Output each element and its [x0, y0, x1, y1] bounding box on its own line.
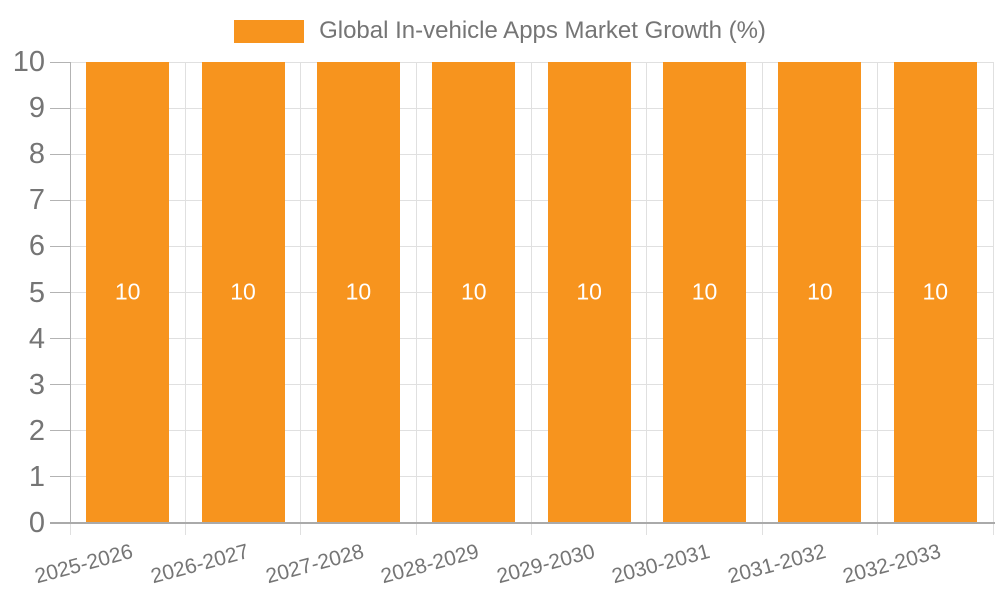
y-tick [50, 245, 70, 247]
bar: 10 [316, 62, 400, 523]
v-gridline [992, 62, 994, 523]
v-gridline [69, 62, 71, 523]
bar: 10 [201, 62, 285, 523]
y-axis-label: 6 [28, 230, 45, 263]
y-axis-label: 3 [28, 368, 45, 401]
bar-value-label: 10 [691, 277, 718, 304]
bar-value-label: 10 [461, 277, 487, 304]
x-tick [531, 523, 532, 535]
bar-value-label: 10 [114, 277, 141, 304]
y-axis-label: 9 [28, 92, 45, 125]
legend: Global In-vehicle Apps Market Growth (%) [0, 17, 1000, 45]
y-axis-label: 10 [12, 46, 45, 78]
x-axis-label: 2030-2031 [609, 540, 713, 589]
legend-swatch [234, 19, 305, 43]
y-axis-label: 0 [28, 507, 45, 539]
y-axis-label: 4 [28, 322, 45, 355]
bar-value-label: 10 [230, 277, 256, 304]
bar: 10 [86, 62, 170, 523]
bar: 10 [663, 62, 747, 523]
y-axis-label: 8 [28, 138, 45, 171]
x-axis-label: 2028-2029 [378, 540, 482, 589]
bar: 10 [778, 62, 862, 523]
x-axis-label: 2031-2032 [724, 540, 828, 589]
bar: 10 [893, 62, 977, 523]
bar-value-label: 10 [576, 277, 602, 304]
x-tick [415, 523, 417, 535]
x-axis-label: 2025-2026 [32, 540, 136, 589]
v-gridline [877, 62, 879, 523]
y-axis-label: 5 [28, 276, 45, 309]
x-axis-label: 2026-2027 [148, 540, 252, 589]
y-tick [50, 153, 70, 155]
x-tick [184, 523, 186, 535]
x-tick [761, 523, 763, 535]
x-tick [992, 523, 994, 535]
v-gridline [761, 62, 763, 523]
y-tick [50, 430, 70, 432]
bar-value-label: 10 [345, 277, 372, 304]
v-gridline [646, 62, 648, 523]
y-axis-label: 1 [28, 460, 45, 493]
x-tick [300, 523, 302, 535]
y-tick [50, 384, 70, 386]
v-gridline [184, 62, 186, 523]
y-tick [50, 292, 70, 293]
y-tick [50, 476, 70, 478]
y-tick [50, 199, 70, 201]
x-tick [69, 523, 71, 535]
bar-value-label: 10 [922, 277, 949, 304]
bar-value-label: 10 [807, 277, 833, 304]
bar: 10 [432, 62, 516, 523]
x-tick [877, 523, 879, 535]
y-axis-label: 7 [28, 184, 45, 217]
x-tick [646, 523, 648, 535]
v-gridline [300, 62, 302, 523]
x-axis-line [50, 522, 995, 524]
y-tick [50, 107, 70, 109]
legend-label: Global In-vehicle Apps Market Growth (%) [319, 17, 766, 44]
y-tick [50, 61, 70, 63]
y-tick [50, 338, 70, 340]
x-axis-label: 2032-2033 [840, 540, 944, 589]
bar: 10 [547, 62, 631, 523]
v-gridline [415, 62, 417, 523]
x-axis-label: 2029-2030 [494, 540, 598, 589]
x-axis-label: 2027-2028 [263, 540, 367, 589]
y-axis-label: 2 [28, 414, 45, 447]
v-gridline [531, 62, 532, 523]
